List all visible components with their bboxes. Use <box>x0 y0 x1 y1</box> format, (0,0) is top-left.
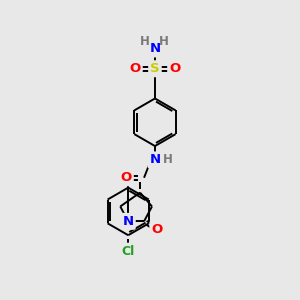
Text: N: N <box>149 153 161 167</box>
Text: H: H <box>140 34 150 47</box>
Text: N: N <box>123 215 134 228</box>
Text: O: O <box>151 223 163 236</box>
Text: N: N <box>149 42 161 56</box>
Text: Cl: Cl <box>122 244 135 258</box>
Text: O: O <box>130 62 141 75</box>
Text: S: S <box>150 62 160 75</box>
Text: H: H <box>159 34 169 47</box>
Text: O: O <box>121 171 132 184</box>
Text: O: O <box>169 62 180 75</box>
Text: H: H <box>163 153 173 167</box>
